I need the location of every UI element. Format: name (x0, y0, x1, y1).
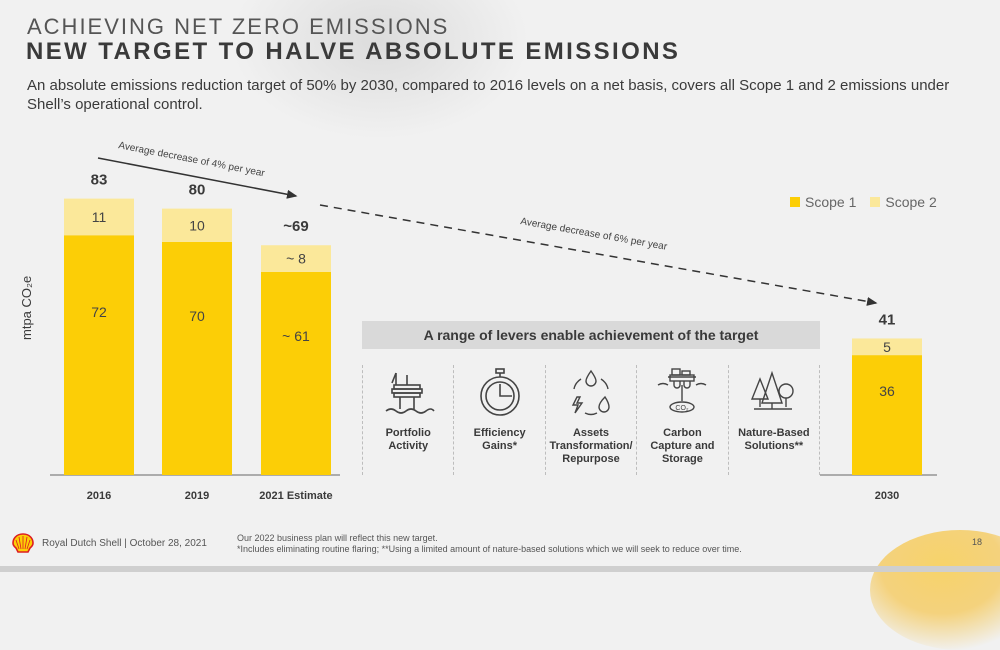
chart-legend: Scope 1 Scope 2 (790, 194, 937, 210)
footnote-2: *Includes eliminating routine flaring; *… (237, 544, 742, 554)
trees-icon (750, 370, 794, 410)
slide-title: NEW TARGET TO HALVE ABSOLUTE EMISSIONS (26, 38, 681, 65)
shell-logo-icon (12, 533, 34, 553)
x-tick-label: 2019 (185, 490, 209, 502)
section-eyebrow: ACHIEVING NET ZERO EMISSIONS (27, 14, 450, 39)
data-label-scope2: 10 (189, 217, 205, 233)
data-label-scope2: 5 (883, 339, 891, 355)
x-tick-label: 2016 (87, 490, 111, 502)
lever-label: Assets Transformation/ Repurpose (549, 427, 633, 465)
lever-efficiency-gains: Efficiency Gains* (453, 365, 544, 475)
data-label-scope1: ~ 61 (282, 328, 310, 344)
data-label-scope2: ~ 8 (286, 251, 306, 267)
footnote-1: Our 2022 business plan will reflect this… (237, 533, 438, 543)
footnotes: Our 2022 business plan will reflect this… (237, 533, 742, 555)
levers-title: A range of levers enable achievement of … (362, 321, 820, 349)
bar-scope2 (261, 245, 331, 272)
footer-company-date: Royal Dutch Shell | October 28, 2021 (42, 537, 207, 549)
lever-portfolio-activity: Portfolio Activity (362, 365, 453, 475)
bar-scope2 (64, 198, 134, 236)
trend-arrow-4pct (97, 157, 298, 199)
y-axis-label: mtpa CO₂e (19, 275, 34, 340)
slide-subtitle: An absolute emissions reduction target o… (27, 77, 950, 113)
x-tick-label: 2021 Estimate (259, 490, 332, 502)
data-label-total: ~69 (283, 218, 308, 235)
lever-assets-transformation: Assets Transformation/ Repurpose (544, 365, 636, 475)
trend-label-4pct: Average decrease of 4% per year (117, 140, 266, 179)
data-label-scope1: 36 (879, 383, 895, 399)
bar-scope1 (64, 235, 134, 475)
bar-scope1 (261, 271, 331, 475)
data-label-total: 83 (91, 172, 108, 189)
data-label-total: 41 (879, 311, 896, 328)
data-label-total: 80 (189, 182, 206, 199)
bar-scope2 (852, 338, 922, 356)
footer-branding: Royal Dutch Shell | October 28, 2021 (12, 533, 207, 553)
lever-label: Efficiency Gains* (473, 427, 526, 452)
legend-swatch-scope1 (790, 197, 800, 207)
levers-row: Portfolio Activity Efficiency Gains* Ass… (362, 365, 821, 475)
x-tick-label: 2030 (875, 490, 899, 502)
lever-nature-based: Nature-Based Solutions** (727, 365, 821, 475)
data-label-scope1: 72 (91, 304, 107, 320)
emissions-chart: 72 11 83 2016 70 10 80 2019 ~ 61 ~ 8 ~69 2021 Estim… (50, 140, 937, 502)
carbon-capture-icon: CO₂ (658, 368, 707, 413)
bar-scope1 (162, 241, 232, 475)
legend-label-scope1: Scope 1 (805, 194, 857, 210)
lever-label: Portfolio Activity (385, 427, 431, 452)
lever-label: Carbon Capture and Storage (650, 427, 715, 465)
legend-swatch-scope2 (870, 197, 881, 207)
legend-label-scope2: Scope 2 (885, 194, 937, 210)
legend-item-scope2: Scope 2 (870, 194, 937, 210)
trend-arrow-6pct (319, 204, 878, 306)
lever-label: Nature-Based Solutions** (738, 427, 810, 452)
page-number: 18 (972, 537, 983, 547)
bottom-divider (0, 566, 1000, 572)
legend-item-scope1: Scope 1 (790, 194, 856, 210)
trend-label-6pct: Average decrease of 6% per year (519, 216, 668, 253)
stopwatch-icon (479, 368, 520, 416)
data-label-scope1: 70 (189, 308, 205, 324)
offshore-platform-icon (385, 372, 435, 414)
bar-scope2 (162, 208, 232, 242)
energy-cycle-icon (571, 369, 610, 416)
lever-carbon-capture: CO₂ Carbon Capture and Storage (636, 365, 727, 475)
data-label-scope2: 11 (92, 209, 107, 225)
co2-text: CO₂ (676, 405, 690, 412)
bar-scope1 (852, 355, 922, 475)
